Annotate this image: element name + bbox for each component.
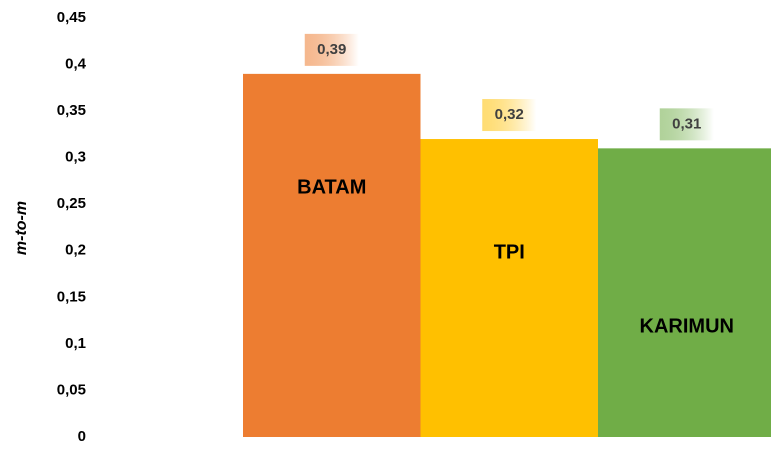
value-label: 0,39 <box>317 41 346 58</box>
y-tick-label: 0,45 <box>57 9 86 26</box>
y-tick-label: 0 <box>78 428 86 445</box>
value-label: 0,32 <box>495 106 524 123</box>
value-label: 0,31 <box>672 115 701 132</box>
bar <box>598 148 771 437</box>
y-tick-label: 0,35 <box>57 102 86 119</box>
y-tick-label: 0,4 <box>65 56 87 73</box>
y-tick-label: 0,25 <box>57 195 86 212</box>
y-tick-label: 0,2 <box>65 242 86 259</box>
y-tick-label: 0,3 <box>65 149 86 166</box>
category-label: TPI <box>494 241 525 263</box>
y-axis-label: m-to-m <box>13 201 30 255</box>
value-label-box <box>482 99 537 132</box>
value-label-box <box>304 33 359 66</box>
category-label: KARIMUN <box>640 315 734 337</box>
y-tick-label: 0,15 <box>57 288 86 305</box>
y-tick-label: 0,1 <box>65 335 86 352</box>
value-label-box <box>659 108 714 141</box>
category-label: BATAM <box>297 176 366 198</box>
bar <box>243 73 421 437</box>
bar <box>420 139 598 438</box>
y-tick-label: 0,05 <box>57 381 86 398</box>
